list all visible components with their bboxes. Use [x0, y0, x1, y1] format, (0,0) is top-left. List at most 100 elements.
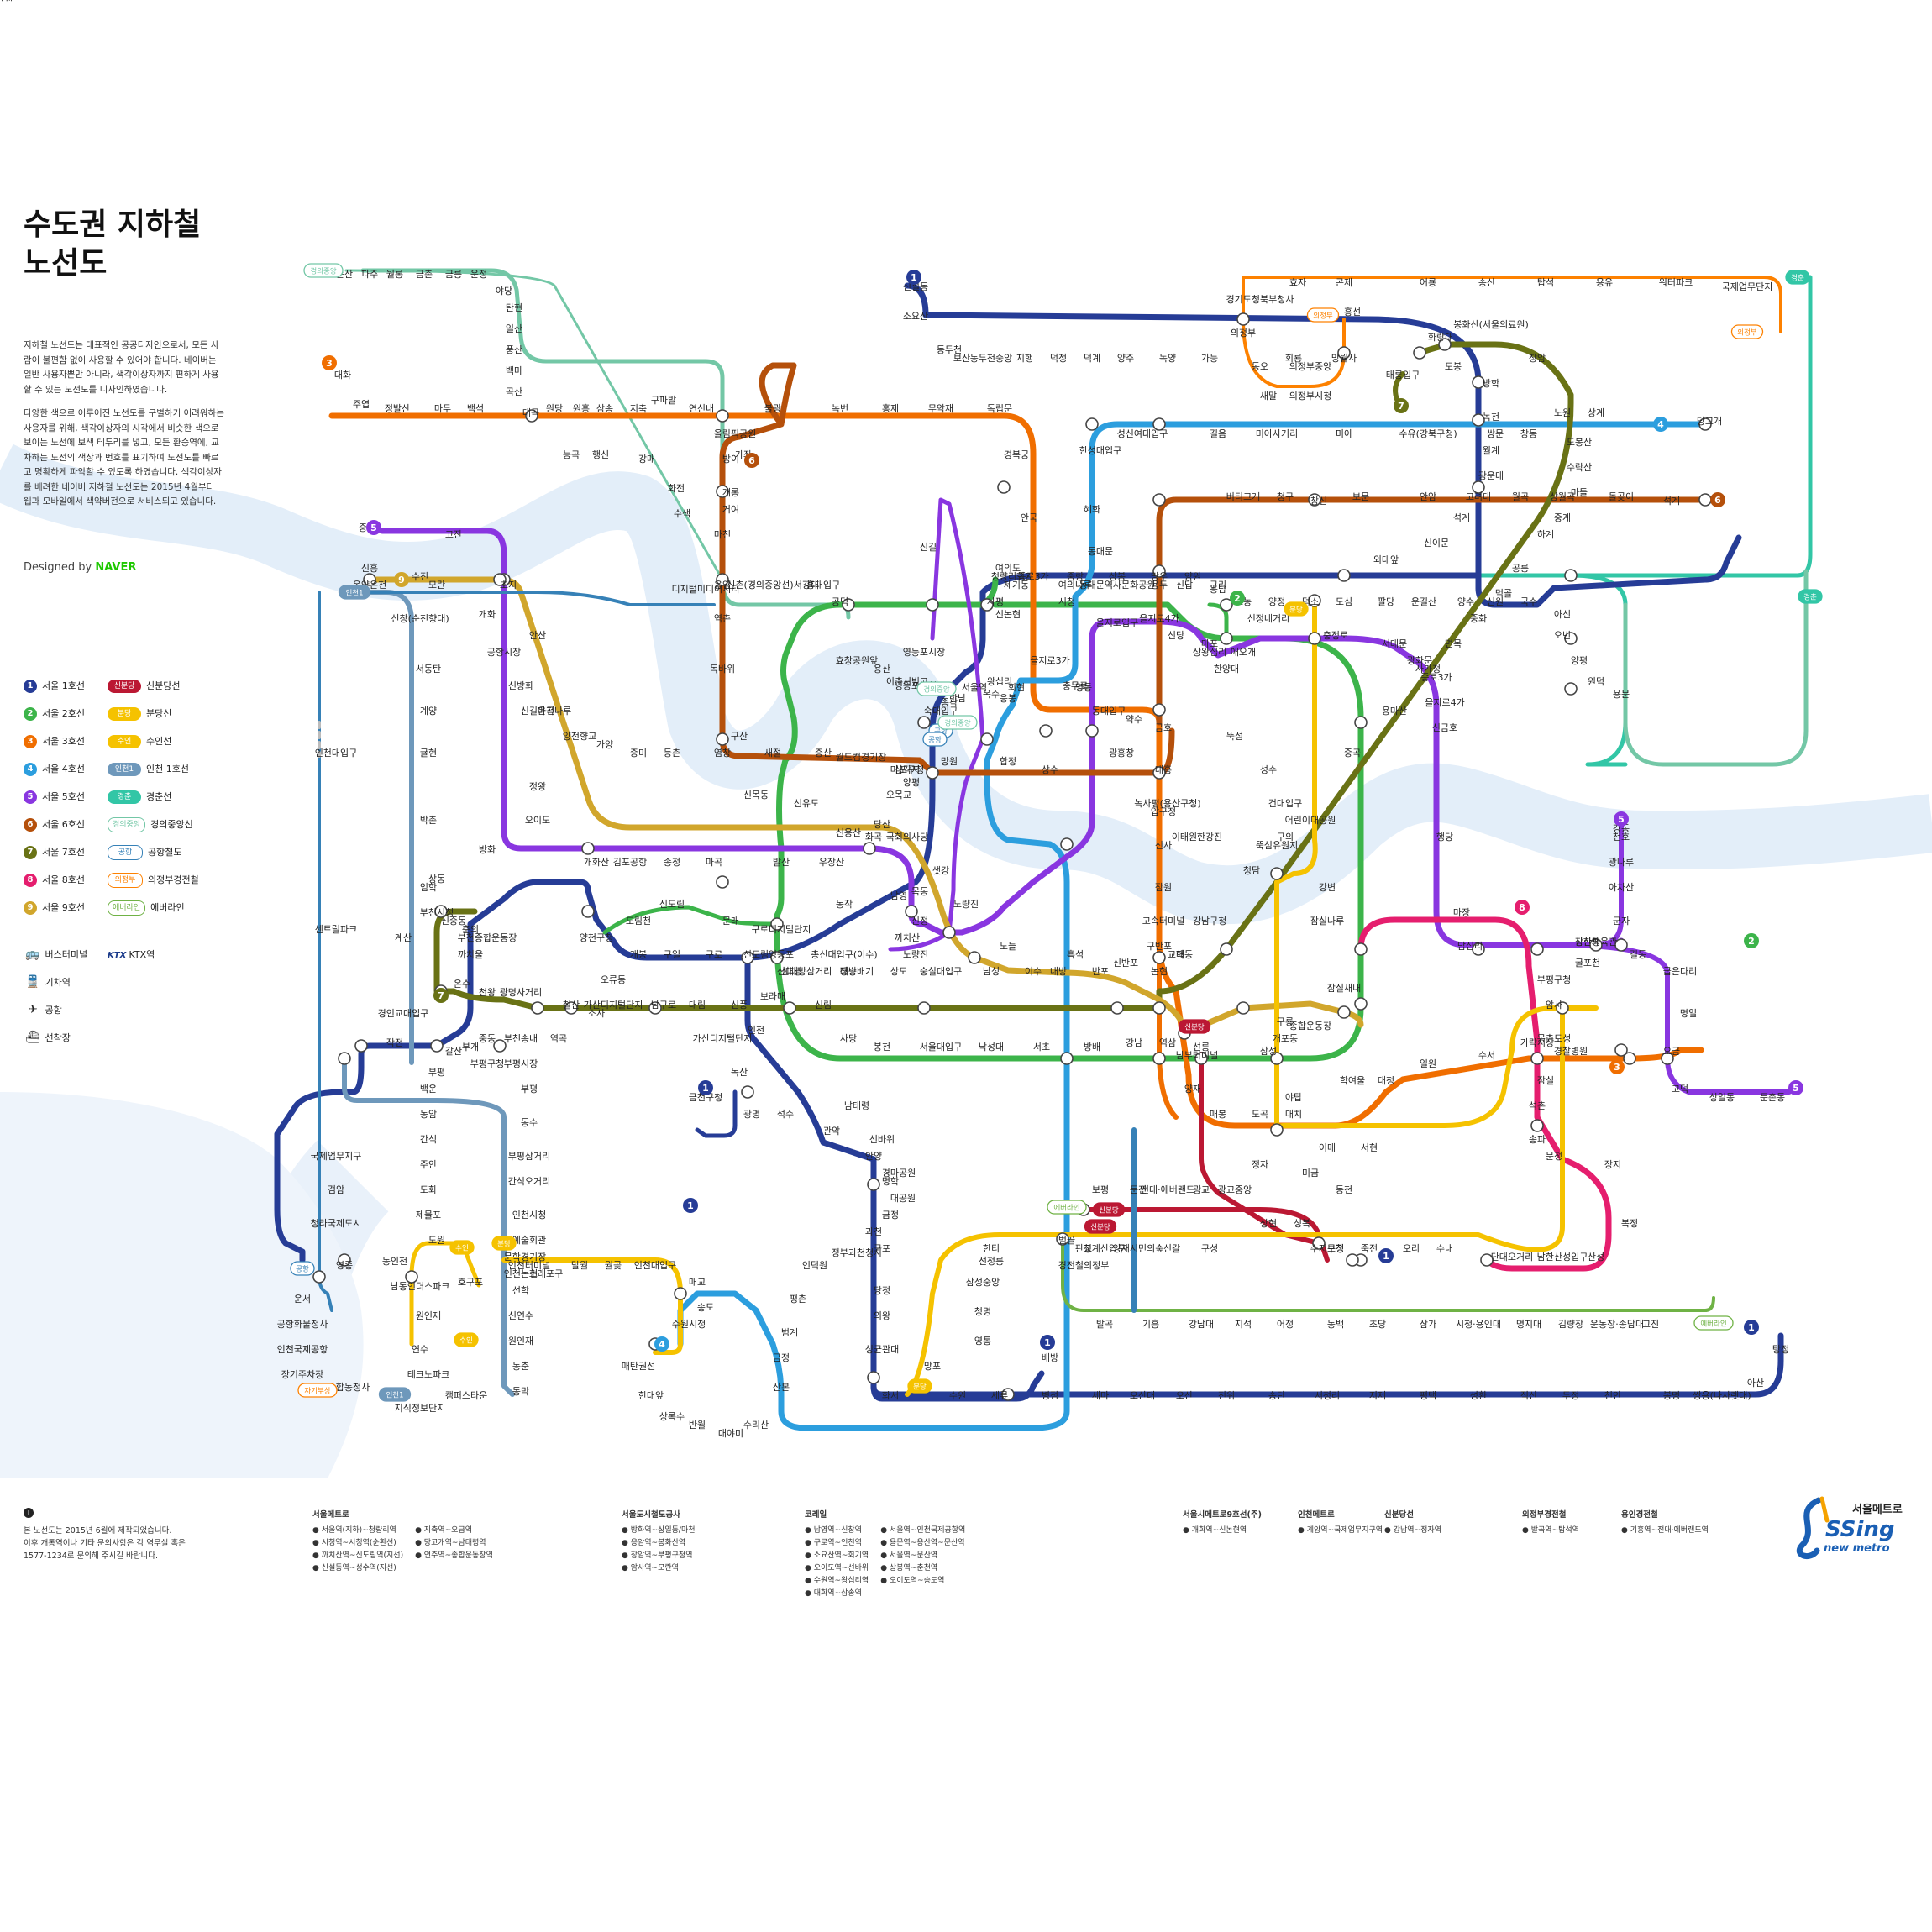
station-label[interactable]: 새말 [1260, 391, 1277, 402]
station-label[interactable]: 월드컵경기장 [836, 752, 887, 763]
transfer-station-marker[interactable] [531, 1001, 544, 1015]
station-label[interactable]: 중랑 [1067, 571, 1084, 582]
station-label[interactable]: 신반포 [1113, 958, 1138, 969]
station-label[interactable]: 신금호 [1432, 722, 1457, 733]
transfer-station-marker[interactable] [1152, 951, 1166, 964]
station-label[interactable]: 양천구청 [580, 932, 613, 943]
station-label[interactable]: 남구로 [651, 1000, 676, 1011]
station-label[interactable]: 지식정보단지 [395, 1403, 446, 1414]
station-label[interactable]: 부천시청 [420, 906, 454, 918]
station-label[interactable]: 월곡 [1512, 491, 1529, 502]
station-label[interactable]: 청명 [974, 1306, 991, 1317]
station-label[interactable]: 회룡 [1285, 353, 1302, 364]
station-label[interactable]: 고진 [1642, 1319, 1659, 1330]
transfer-station-marker[interactable] [1438, 338, 1452, 351]
station-label[interactable]: 도봉산 [1567, 437, 1592, 448]
station-label[interactable]: 신방화 [508, 680, 533, 691]
station-label[interactable]: 범골 [1058, 1235, 1075, 1246]
station-label[interactable]: 의정부 [1231, 328, 1256, 339]
transfer-station-marker[interactable] [942, 926, 956, 939]
station-label[interactable]: 한티 [983, 1243, 1000, 1254]
station-label[interactable]: 건대입구 [1268, 798, 1302, 809]
transfer-station-marker[interactable] [1152, 703, 1166, 717]
station-label[interactable]: 한성대입구 [1079, 445, 1122, 456]
station-label[interactable]: 성신여대입구 [1117, 428, 1168, 439]
station-label[interactable]: 명동 [1075, 682, 1092, 693]
transfer-station-marker[interactable] [338, 1253, 351, 1267]
station-label[interactable]: 곤제 [1336, 277, 1352, 288]
transfer-station-marker[interactable] [674, 1287, 687, 1300]
station-label[interactable]: 춘의 [462, 924, 479, 935]
transfer-station-marker[interactable] [1001, 1388, 1015, 1401]
transfer-station-marker[interactable] [741, 951, 754, 964]
station-label[interactable]: 사가정 [1415, 664, 1441, 675]
station-label[interactable]: 수락산 [1567, 462, 1592, 473]
station-label[interactable]: 동백 [1327, 1319, 1344, 1330]
station-label[interactable]: 양정 [1268, 596, 1285, 607]
station-label[interactable]: 백마 [506, 365, 522, 376]
station-label[interactable]: 도화 [420, 1184, 437, 1195]
station-label[interactable]: 태릉입구 [1386, 370, 1420, 381]
station-label[interactable]: 역삼 [1159, 1037, 1176, 1048]
station-label[interactable]: 당정 [874, 1285, 890, 1296]
station-label[interactable]: 광화문 [1407, 655, 1432, 666]
transfer-station-marker[interactable] [1472, 375, 1485, 389]
transfer-station-marker[interactable] [1152, 493, 1166, 507]
station-label[interactable]: 광교중앙 [1218, 1184, 1252, 1195]
station-label[interactable]: 두정 [1562, 1390, 1579, 1401]
station-label[interactable]: 오이도 [525, 815, 550, 826]
station-label[interactable]: 장기주차장 [281, 1369, 324, 1380]
station-label[interactable]: 상월곡 [1550, 491, 1575, 502]
station-label[interactable]: 창신 [1310, 496, 1327, 507]
station-label[interactable]: 정부과천청사 [832, 1247, 883, 1258]
station-label[interactable]: 증산 [815, 748, 832, 759]
station-label[interactable]: 운서 [294, 1294, 311, 1305]
station-label[interactable]: 삼송 [596, 403, 613, 414]
station-label[interactable]: 답십리 [1457, 941, 1483, 952]
station-label[interactable]: 성균관대 [865, 1344, 899, 1355]
transfer-station-marker[interactable] [1060, 837, 1074, 851]
station-label[interactable]: 국제업무단지 [1722, 281, 1773, 292]
station-label[interactable]: 부천종합운동장 [458, 932, 517, 943]
station-label[interactable]: 도심 [1336, 596, 1352, 607]
station-label[interactable]: 백석 [467, 403, 484, 414]
transfer-station-marker[interactable] [1236, 312, 1250, 326]
station-label[interactable]: 마곡나루 [538, 706, 571, 717]
station-label[interactable]: 선정릉 [979, 1256, 1004, 1267]
station-label[interactable]: 중화 [1470, 613, 1487, 624]
station-label[interactable]: 버티고개 [1226, 491, 1260, 502]
station-label[interactable]: 대치 [1285, 1109, 1302, 1120]
station-label[interactable]: 전대·에버랜드 [1141, 1184, 1194, 1195]
transfer-station-marker[interactable] [1346, 1253, 1359, 1267]
station-label[interactable]: 혜화 [1084, 504, 1100, 515]
transfer-station-marker[interactable] [1614, 938, 1628, 952]
station-label[interactable]: 반포 [1092, 966, 1109, 977]
station-label[interactable]: 세류 [991, 1390, 1008, 1401]
transfer-station-marker[interactable] [1472, 413, 1485, 427]
station-label[interactable]: 원인재 [508, 1336, 533, 1347]
station-label[interactable]: 산성 [1588, 1252, 1604, 1263]
station-label[interactable]: 양천향교 [563, 730, 596, 742]
station-label[interactable]: 월곶 [605, 1260, 622, 1271]
transfer-station-marker[interactable] [842, 598, 855, 612]
station-label[interactable]: 영등포 [769, 949, 794, 960]
station-label[interactable]: 금호 [1155, 722, 1172, 733]
station-label[interactable]: 덕정 [1050, 353, 1067, 364]
station-label[interactable]: 인덕원 [802, 1260, 827, 1271]
station-label[interactable]: 경찰병원 [1554, 1046, 1588, 1057]
station-label[interactable]: 월롱 [386, 269, 403, 280]
station-label[interactable]: 원인재 [416, 1310, 441, 1321]
station-label[interactable]: 보정 [1327, 1243, 1344, 1254]
transfer-station-marker[interactable] [1698, 493, 1712, 507]
station-label[interactable]: 서초 [1033, 1042, 1050, 1053]
station-label[interactable]: 종합운동장 [1289, 1021, 1332, 1032]
station-label[interactable]: 공릉 [1512, 563, 1529, 574]
station-label[interactable]: 양원 [1184, 571, 1201, 582]
station-label[interactable]: 강매 [638, 454, 655, 465]
station-label[interactable]: 잠실새내 [1327, 983, 1361, 994]
station-label[interactable]: 이매 [1319, 1142, 1336, 1153]
station-label[interactable]: 화전 [668, 483, 685, 494]
station-label[interactable]: 구산 [731, 731, 748, 742]
station-label[interactable]: 사당 [840, 1033, 857, 1044]
station-label[interactable]: 미금 [1302, 1168, 1319, 1179]
